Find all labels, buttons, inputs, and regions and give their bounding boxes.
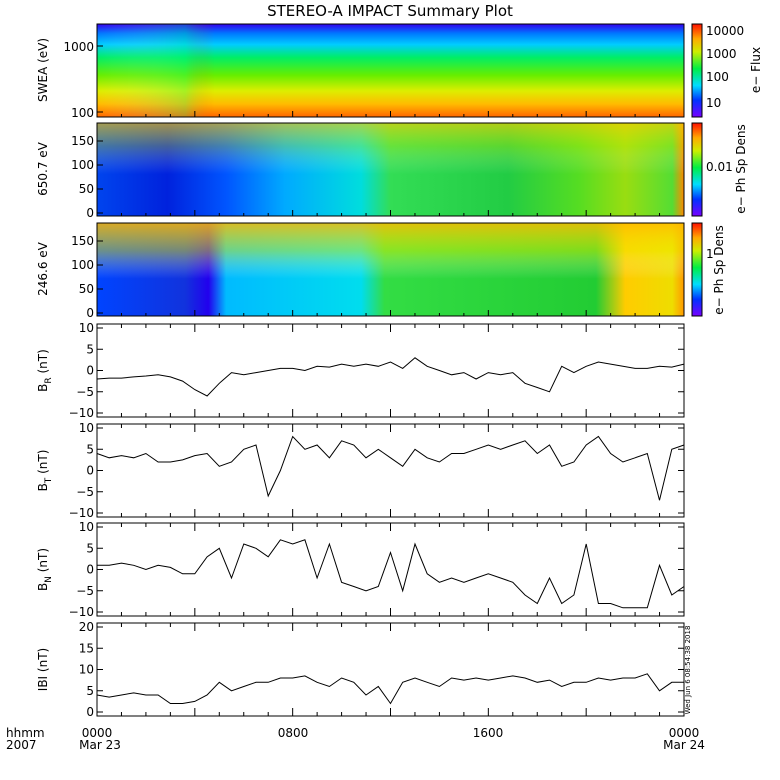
bn-frame xyxy=(96,522,685,617)
pad650-ytick-label-50: 50 xyxy=(79,182,94,196)
br-ylabel: BR (nT) xyxy=(36,349,54,392)
bt-ytick-label: −10 xyxy=(69,506,94,520)
pad246-cbar-tick-1: 1 xyxy=(706,247,714,261)
bt-ytick-label: −5 xyxy=(76,485,94,499)
swea-panel: 1000 100 SWEA (eV) 10000 1000 100 10 e− … xyxy=(36,23,763,120)
x-tick-time-2400: 0000 xyxy=(669,726,700,740)
swea-ytick-label-1000: 1000 xyxy=(63,40,94,54)
bmag-ytick-label: 15 xyxy=(79,641,94,655)
bn-ytick-label: 5 xyxy=(86,541,94,555)
pad246-ytick-label-50: 50 xyxy=(79,282,94,296)
pad650-ytick-label-0: 0 xyxy=(86,206,94,220)
bn-series-line xyxy=(97,539,685,609)
bt-ytick-label: 0 xyxy=(86,464,94,478)
bt-ytick-label: 5 xyxy=(86,442,94,456)
bmag-series-line xyxy=(96,673,684,705)
x-tick-time-1600: 1600 xyxy=(473,726,504,740)
pad246-ytick-label-100: 100 xyxy=(71,258,94,272)
br-frame xyxy=(96,323,685,418)
swea-cbar-tick-100: 100 xyxy=(706,70,729,84)
br-series-line xyxy=(96,357,685,397)
br-panel: −10 −5 0 5 10 BR (nT) xyxy=(36,321,685,420)
bn-ytick-label: 10 xyxy=(79,520,94,534)
br-ytick-label: −5 xyxy=(76,385,94,399)
br-ytick-label: 10 xyxy=(79,321,94,335)
pad650-cbar-label: e− Ph Sp Dens xyxy=(734,124,748,213)
pad246-ytick-label-0: 0 xyxy=(86,306,94,320)
pad650-ylabel: 650.7 eV xyxy=(36,141,50,196)
bt-series-line xyxy=(96,435,685,501)
swea-ylabel: SWEA (eV) xyxy=(36,38,50,102)
swea-cbar-tick-1000: 1000 xyxy=(706,47,737,61)
bn-panel: −10 −5 0 5 10 BN (nT) xyxy=(36,520,685,619)
bn-ytick-label: 0 xyxy=(86,563,94,577)
x-axis: hhmm 2007 0000 Mar 23 0800 1600 0000 Mar… xyxy=(6,726,705,752)
bmag-ytick-label: 5 xyxy=(86,684,94,698)
pad650-ytick-label-100: 100 xyxy=(71,158,94,172)
x-axis-row1-label: hhmm xyxy=(6,726,45,740)
swea-ytick-label-100: 100 xyxy=(71,106,94,120)
line-panels: −10 −5 0 5 10 BR (nT) −10 −5 0 5 10 BT (nT) −10 −5 0 5 1… xyxy=(36,111,685,719)
bmag-ylabel: IBI (nT) xyxy=(36,648,50,691)
x-axis-row2-label: 2007 xyxy=(6,738,37,752)
br-ytick-label: 5 xyxy=(86,342,94,356)
pad650-spectrogram-overlay xyxy=(97,123,684,216)
bn-ytick-label: −5 xyxy=(76,584,94,598)
bt-panel: −10 −5 0 5 10 BT (nT) xyxy=(36,421,685,520)
bmag-panel: 0 5 10 15 20 IBI (nT) xyxy=(36,620,685,719)
chart-title: STEREO-A IMPACT Summary Plot xyxy=(267,2,513,20)
x-tick-time-0800: 0800 xyxy=(278,726,309,740)
pad246-ytick-label-150: 150 xyxy=(71,234,94,248)
pad246-spectrogram-overlay xyxy=(97,223,684,316)
pad650-cbar-tick-0.01: 0.01 xyxy=(706,160,733,174)
pad246-colorbar xyxy=(691,222,703,317)
bt-ytick-label: 10 xyxy=(79,421,94,435)
br-ytick-label: −10 xyxy=(69,406,94,420)
pad650-panel: 0 50 100 150 650.7 eV 0.01 e− Ph Sp Dens xyxy=(36,122,748,220)
pad650-colorbar xyxy=(691,122,703,217)
bmag-ytick-label: 20 xyxy=(79,620,94,634)
x-tick-date-mar24: Mar 24 xyxy=(663,738,705,752)
bmag-ytick-label: 0 xyxy=(86,705,94,719)
pad246-panel: 0 50 100 150 246.6 eV 1 e− Ph Sp Dens xyxy=(36,222,726,320)
pad246-cbar-label: e− Ph Sp Dens xyxy=(712,225,726,314)
swea-colorbar xyxy=(691,23,703,118)
br-ytick-label: 0 xyxy=(86,364,94,378)
bn-ytick-label: −10 xyxy=(69,605,94,619)
bn-ylabel: BN (nT) xyxy=(36,548,54,591)
swea-spectrogram-overlay xyxy=(97,24,684,117)
swea-cbar-label: e− Flux xyxy=(749,47,763,93)
swea-cbar-tick-10: 10 xyxy=(706,96,721,110)
bt-ylabel: BT (nT) xyxy=(36,450,54,492)
x-tick-time-0000: 0000 xyxy=(82,726,113,740)
generation-timestamp: Wed Jun 6 08:54:38 2018 xyxy=(684,626,692,715)
x-tick-date-mar23: Mar 23 xyxy=(79,738,121,752)
swea-cbar-tick-10000: 10000 xyxy=(706,24,744,38)
bmag-frame xyxy=(96,622,685,717)
bmag-ytick-label: 10 xyxy=(79,663,94,677)
pad246-ylabel: 246.6 eV xyxy=(36,241,50,296)
pad650-ytick-label-150: 150 xyxy=(71,134,94,148)
